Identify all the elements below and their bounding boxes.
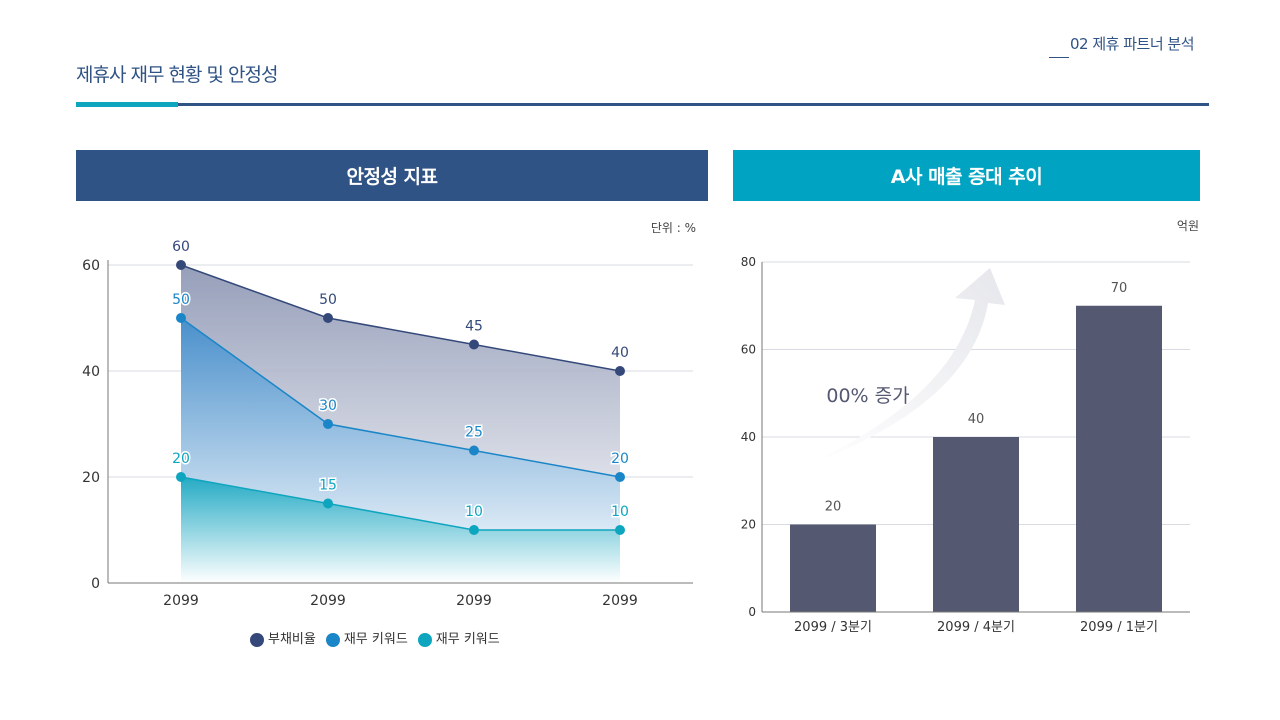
bar-value-label: 20 — [825, 500, 842, 515]
data-point — [176, 260, 186, 270]
legend-item: 부채비율 — [250, 628, 316, 647]
data-label: 40 — [611, 345, 629, 361]
data-label: 10 — [611, 504, 629, 520]
legend-label: 부채비율 — [268, 632, 316, 647]
x-tick-label: 2099 — [310, 593, 346, 609]
data-label: 20 — [611, 451, 629, 467]
data-label: 10 — [465, 504, 483, 520]
y-tick-label: 20 — [741, 518, 756, 532]
sales-chart-header: A사 매출 증대 추이 — [733, 150, 1200, 201]
legend-marker-icon — [250, 632, 264, 647]
data-point — [469, 525, 479, 535]
y-tick-label: 0 — [748, 605, 756, 619]
bar — [933, 437, 1019, 612]
data-point — [323, 419, 333, 429]
x-tick-label: 2099 — [456, 593, 492, 609]
growth-arrow-icon — [808, 268, 1005, 465]
data-point — [469, 339, 479, 350]
bar — [1076, 305, 1162, 612]
legend-label: 재무 키워드 — [343, 632, 408, 647]
stability-unit-label: 단위 : % — [650, 221, 696, 235]
section-underline — [1049, 57, 1069, 58]
legend-label: 재무 키워드 — [435, 632, 500, 647]
data-point — [469, 445, 479, 456]
data-label: 60 — [172, 239, 190, 255]
data-point — [615, 366, 625, 376]
page-title: 제휴사 재무 현황 및 안정성 — [76, 64, 278, 86]
x-tick-label: 2099 / 1분기 — [1080, 620, 1158, 635]
data-point — [176, 472, 186, 482]
data-label: 15 — [319, 478, 337, 494]
stability-chart-header: 안정성 지표 — [76, 150, 708, 201]
data-point — [323, 498, 333, 509]
data-label: 30 — [319, 398, 337, 414]
series-area — [181, 477, 620, 583]
growth-annotation: 00% 증가 — [826, 385, 909, 407]
x-tick-label: 2099 / 4분기 — [937, 620, 1015, 635]
y-tick-label: 0 — [91, 576, 100, 592]
series-line — [180, 476, 620, 531]
x-tick-label: 2099 — [602, 593, 638, 609]
bar-value-label: 40 — [968, 412, 985, 427]
series-line — [180, 264, 621, 372]
y-tick-label: 40 — [741, 430, 756, 444]
data-point — [615, 472, 625, 482]
bar-value-label: 70 — [1111, 281, 1128, 296]
data-label: 20 — [172, 451, 190, 467]
y-tick-label: 60 — [82, 258, 100, 274]
y-tick-label: 20 — [82, 470, 100, 486]
section-title: 제휴 파트너 분석 — [1092, 35, 1194, 53]
stability-legend: 부채비율 재무 키워드 재무 키워드 — [250, 628, 500, 647]
legend-marker-icon — [325, 632, 340, 647]
series-line — [180, 317, 621, 478]
data-label: 25 — [465, 425, 483, 441]
y-tick-label: 40 — [82, 364, 100, 380]
header-divider-accent — [76, 102, 178, 107]
legend-marker-icon — [417, 632, 432, 647]
section-number: 02 — [1069, 35, 1089, 53]
x-tick-label: 2099 — [163, 593, 199, 609]
data-point — [323, 313, 333, 323]
legend-item: 재무 키워드 — [325, 628, 408, 647]
sales-unit-label: 억원 — [1176, 219, 1199, 233]
bar — [790, 524, 876, 612]
data-label: 45 — [465, 319, 483, 335]
section-label: 02 제휴 파트너 분석 — [1069, 33, 1195, 54]
header-divider — [76, 103, 1209, 106]
x-tick-label: 2099 / 3분기 — [794, 620, 872, 635]
data-label: 50 — [172, 292, 190, 308]
data-point — [615, 525, 625, 535]
data-label: 50 — [319, 292, 337, 308]
data-point — [176, 313, 186, 323]
legend-item: 재무 키워드 — [417, 628, 500, 647]
y-tick-label: 60 — [741, 343, 756, 357]
y-tick-label: 80 — [741, 255, 756, 269]
